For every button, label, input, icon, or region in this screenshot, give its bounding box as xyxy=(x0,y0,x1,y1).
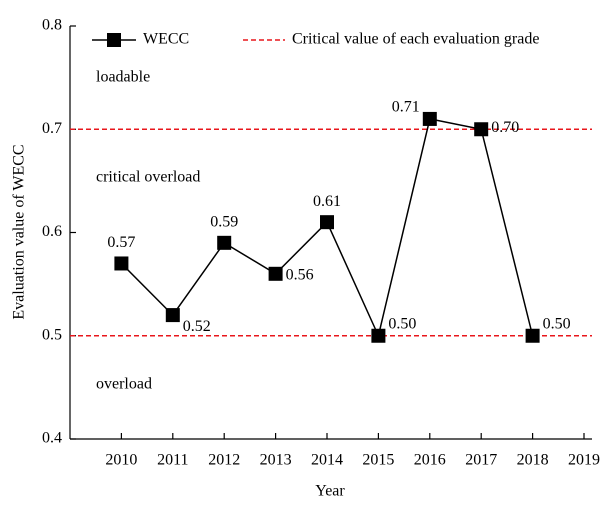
marker xyxy=(268,266,283,281)
data-label: 0.61 xyxy=(313,193,341,210)
x-axis-label: Year xyxy=(315,483,345,500)
data-label: 0.50 xyxy=(543,315,571,332)
marker xyxy=(165,308,180,323)
legend-label: WECC xyxy=(143,31,189,48)
annotation: critical overload xyxy=(96,169,200,186)
data-label: 0.50 xyxy=(388,315,416,332)
marker xyxy=(371,328,386,343)
data-label: 0.56 xyxy=(286,266,314,283)
data-label: 0.57 xyxy=(107,234,135,251)
x-tick-label: 2019 xyxy=(568,452,600,469)
legend-marker xyxy=(107,33,121,47)
annotation: loadable xyxy=(96,69,150,86)
y-tick-label: 0.7 xyxy=(42,120,62,137)
annotation: overload xyxy=(96,376,152,393)
y-axis-label: Evaluation value of WECC xyxy=(11,144,28,319)
x-tick-label: 2016 xyxy=(414,452,446,469)
marker xyxy=(474,122,489,137)
x-tick-label: 2015 xyxy=(362,452,394,469)
x-tick-label: 2018 xyxy=(517,452,549,469)
marker xyxy=(217,235,232,250)
marker xyxy=(422,111,437,126)
x-tick-label: 2013 xyxy=(260,452,292,469)
x-tick-label: 2010 xyxy=(105,452,137,469)
marker xyxy=(525,328,540,343)
x-tick-label: 2012 xyxy=(208,452,240,469)
y-tick-label: 0.8 xyxy=(42,17,62,34)
marker xyxy=(320,215,334,230)
y-tick-label: 0.6 xyxy=(42,223,62,240)
y-tick-label: 0.5 xyxy=(42,326,62,343)
marker xyxy=(114,256,129,271)
x-tick-label: 2011 xyxy=(157,452,188,469)
data-label: 0.71 xyxy=(392,99,420,116)
x-tick-label: 2017 xyxy=(465,452,497,469)
data-label: 0.59 xyxy=(210,213,238,230)
legend-label: Critical value of each evaluation grade xyxy=(292,31,539,48)
x-tick-label: 2014 xyxy=(311,452,343,469)
data-label: 0.52 xyxy=(183,318,211,335)
y-tick-label: 0.4 xyxy=(42,430,62,447)
data-label: 0.70 xyxy=(491,119,519,136)
